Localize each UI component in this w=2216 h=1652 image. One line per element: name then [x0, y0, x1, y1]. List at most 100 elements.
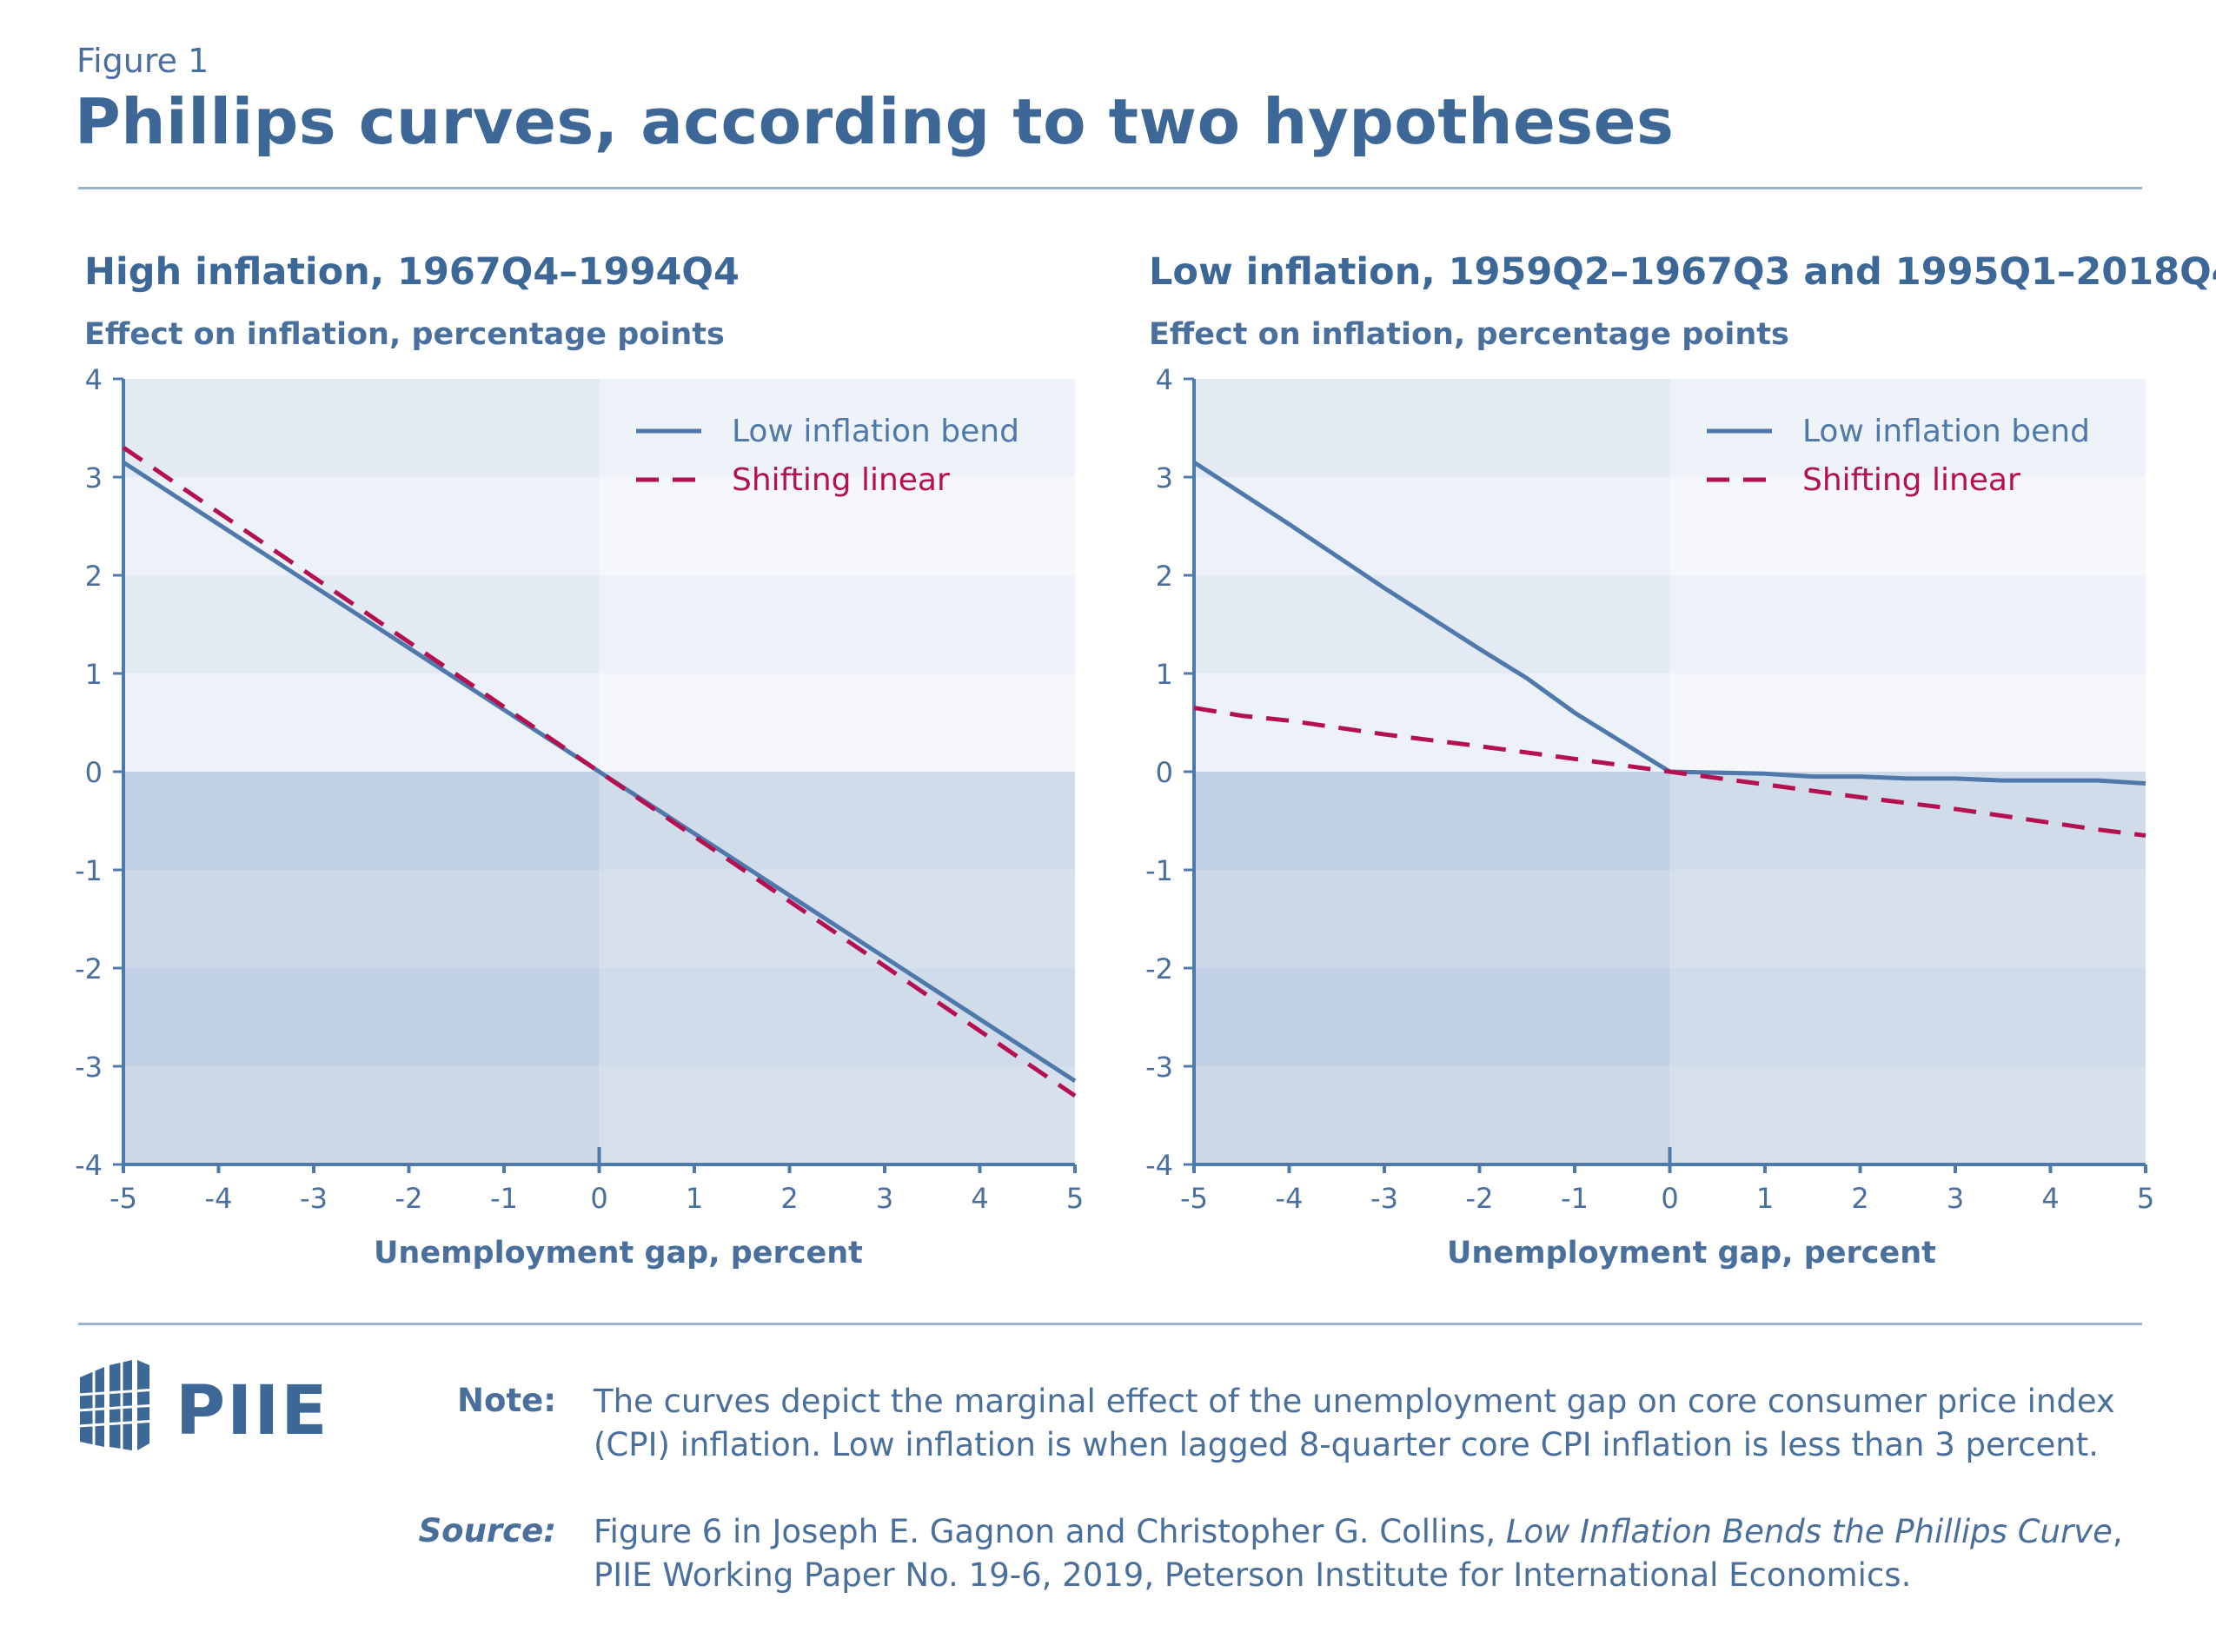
background-band: [1669, 477, 2146, 575]
x-tick-label: -4: [205, 1182, 233, 1215]
series-line-shifting-linear: [122, 446, 1077, 1098]
piie-logo: PIIE: [77, 1360, 328, 1459]
y-axis-label-right: Effect on inflation, percentage points: [1149, 317, 1789, 352]
y-axis-label-left: Effect on inflation, percentage points: [84, 317, 725, 352]
x-tick-label: 2: [780, 1182, 798, 1215]
y-tick-label: -1: [1145, 854, 1173, 887]
source-title: Low Inflation Bends the Phillips Curve: [1505, 1513, 2113, 1550]
y-tick-label: 1: [85, 658, 103, 691]
figure-label: Figure 1: [76, 42, 209, 80]
x-tick-label: 0: [590, 1182, 607, 1215]
background-band: [599, 968, 1075, 1066]
y-tick-label: 4: [85, 365, 103, 396]
x-tick-label: 4: [2041, 1182, 2059, 1215]
page-title: Phillips curves, according to two hypoth…: [75, 85, 1675, 158]
x-tick-label: 0: [1661, 1182, 1678, 1215]
x-axis-label-left: Unemployment gap, percent: [374, 1236, 863, 1271]
x-tick-label: -1: [1561, 1182, 1589, 1215]
y-tick-label: 2: [85, 560, 103, 593]
background-band: [123, 477, 600, 575]
y-tick-label: 0: [1156, 756, 1173, 789]
background-band: [1669, 968, 2146, 1066]
source-suffix: , PIIE Working Paper No. 19-6, 2019, Pet…: [594, 1513, 2123, 1594]
source-label: Source:: [418, 1512, 556, 1549]
background-band: [599, 1066, 1075, 1164]
series-line-shifting-linear: [1193, 706, 2146, 838]
y-tick-label: 3: [85, 461, 103, 494]
background-band: [599, 673, 1075, 772]
background-band: [1669, 673, 2146, 772]
background-band: [123, 575, 600, 673]
logo-text: PIIE: [176, 1372, 329, 1450]
x-tick-label: 2: [1851, 1182, 1868, 1215]
note-text: The curves depict the marginal effect of…: [594, 1383, 2115, 1463]
background-band: [1669, 870, 2146, 968]
y-tick-label: -2: [1145, 952, 1173, 985]
y-tick-label: -3: [75, 1051, 103, 1084]
series-line-low-inflation-bend: [1192, 460, 2146, 786]
series-line-low-inflation-bend: [122, 460, 1077, 1084]
y-tick-label: 0: [85, 756, 103, 789]
y-tick-label: 2: [1156, 560, 1173, 593]
x-axis-label-right: Unemployment gap, percent: [1447, 1236, 1936, 1271]
source-prefix: Figure 6 in Joseph E. Gagnon and Christo…: [594, 1513, 1496, 1550]
x-tick-label: -2: [395, 1182, 423, 1215]
x-tick-label: -4: [1276, 1182, 1304, 1215]
legend-label: Shifting linear: [732, 462, 950, 498]
y-tick-label: 4: [1156, 365, 1173, 396]
y-tick-label: -4: [75, 1149, 103, 1182]
y-tick-label: -2: [75, 952, 103, 985]
background-band: [1194, 575, 1670, 673]
background-band: [1669, 772, 2146, 870]
background-band: [1194, 379, 1670, 477]
x-tick-label: 1: [686, 1182, 703, 1215]
background-band: [599, 477, 1075, 575]
background-band: [599, 379, 1075, 477]
background-band: [1194, 968, 1670, 1066]
background-band: [123, 379, 600, 477]
source-text: Figure 6 in Joseph E. Gagnon and Christo…: [594, 1510, 2158, 1597]
x-tick-label: -5: [1180, 1182, 1208, 1215]
x-tick-label: -5: [109, 1182, 137, 1215]
y-tick-label: -4: [1145, 1149, 1173, 1182]
x-tick-label: 1: [1756, 1182, 1774, 1215]
building-icon: [77, 1360, 157, 1456]
x-tick-label: -1: [490, 1182, 518, 1215]
note-label: Note:: [457, 1382, 556, 1419]
header-divider: [78, 187, 2142, 189]
x-tick-label: 3: [876, 1182, 893, 1215]
background-band: [1194, 477, 1670, 575]
background-band: [1194, 1066, 1670, 1164]
legend-label: Low inflation bend: [1802, 414, 2090, 449]
background-band: [1194, 870, 1670, 968]
panel-title-high-inflation: High inflation, 1967Q4–1994Q4: [84, 250, 740, 294]
x-tick-label: -2: [1466, 1182, 1494, 1215]
y-tick-label: 1: [1156, 658, 1173, 691]
x-tick-label: 5: [1066, 1182, 1084, 1215]
y-tick-label: -1: [75, 854, 103, 887]
background-band: [1669, 379, 2146, 477]
background-band: [1669, 1066, 2146, 1164]
x-tick-label: 5: [2137, 1182, 2154, 1215]
y-tick-label: -3: [1145, 1051, 1173, 1084]
x-tick-label: -3: [1370, 1182, 1398, 1215]
legend-label: Low inflation bend: [732, 414, 1019, 449]
legend-label: Shifting linear: [1802, 462, 2020, 498]
background-band: [123, 968, 600, 1066]
background-band: [599, 575, 1075, 673]
x-tick-label: 3: [1947, 1182, 1964, 1215]
footer-divider: [78, 1323, 2142, 1325]
background-band: [123, 870, 600, 968]
background-band: [1194, 772, 1670, 870]
background-band: [1194, 673, 1670, 772]
y-tick-label: 3: [1156, 461, 1173, 494]
x-tick-label: -3: [300, 1182, 328, 1215]
panel-title-low-inflation: Low inflation, 1959Q2–1967Q3 and 1995Q1–…: [1149, 250, 2216, 294]
background-band: [599, 870, 1075, 968]
background-band: [123, 772, 600, 870]
background-band: [123, 1066, 600, 1164]
background-band: [1669, 575, 2146, 673]
x-tick-label: 4: [971, 1182, 988, 1215]
